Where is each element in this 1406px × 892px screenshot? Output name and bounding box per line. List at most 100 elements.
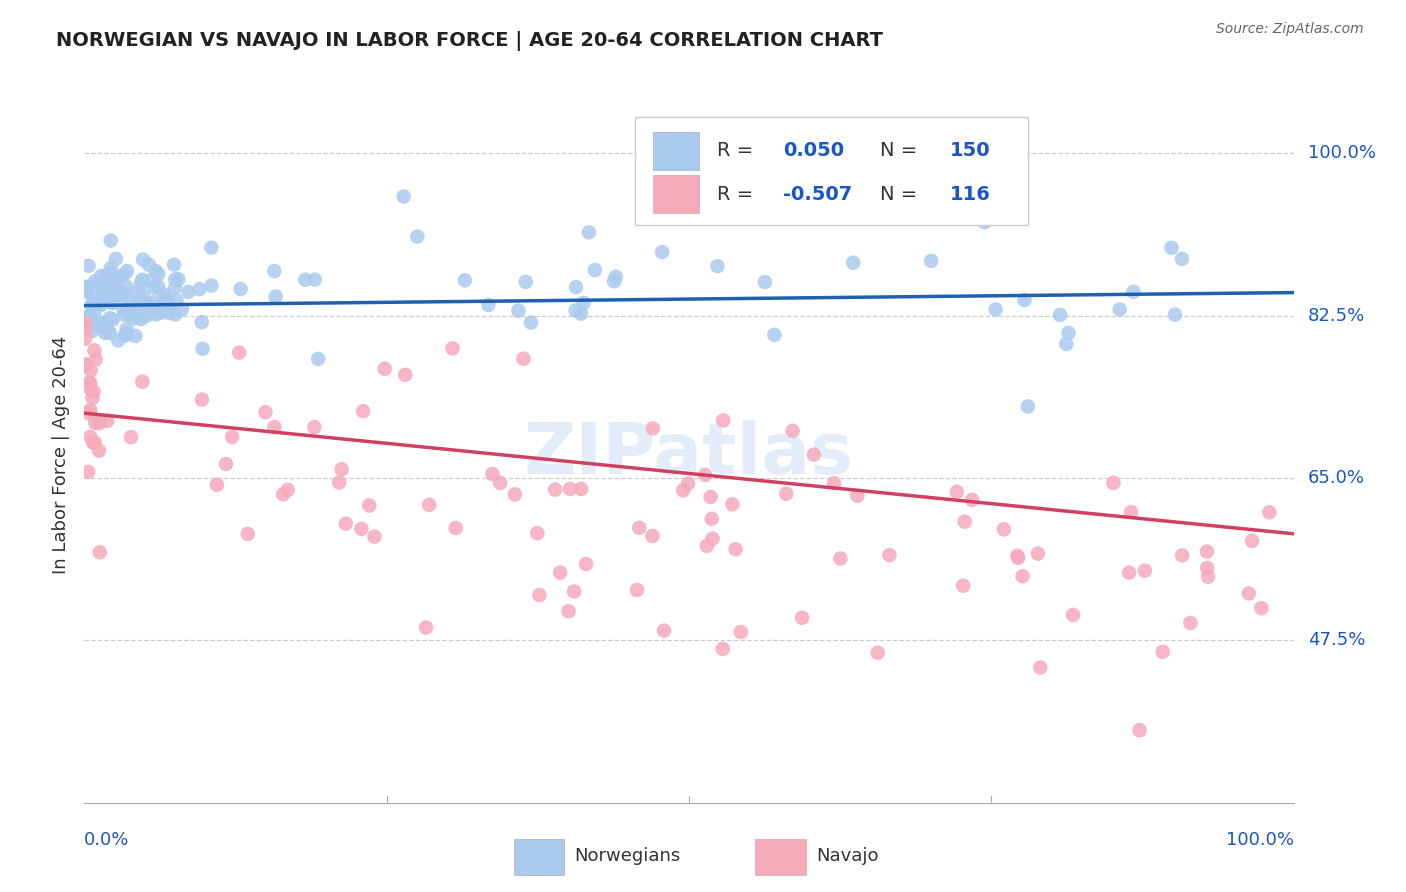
Point <box>1160 241 1182 255</box>
Point <box>271 487 294 501</box>
Point <box>112 268 135 282</box>
Point <box>118 300 141 314</box>
Point <box>103 285 125 300</box>
Point <box>143 280 166 294</box>
Point <box>706 259 728 273</box>
Point <box>87 287 110 301</box>
Point <box>120 430 142 444</box>
Point <box>415 620 437 634</box>
Point <box>1122 285 1144 299</box>
Point <box>583 263 606 277</box>
Point <box>973 215 995 229</box>
Point <box>1119 505 1142 519</box>
Point <box>1118 566 1140 580</box>
Point <box>117 307 139 321</box>
Point <box>132 288 155 302</box>
Point <box>91 290 114 304</box>
Point <box>952 579 974 593</box>
Point <box>138 258 160 272</box>
Point <box>115 279 138 293</box>
Point <box>1057 326 1080 340</box>
Point <box>101 296 124 310</box>
Point <box>96 288 118 302</box>
Point <box>1026 547 1049 561</box>
Point <box>263 420 285 434</box>
Point <box>1102 475 1125 490</box>
Point <box>152 287 174 301</box>
Point <box>569 307 592 321</box>
Point <box>90 269 112 284</box>
Point <box>641 421 664 435</box>
Point <box>628 521 651 535</box>
Point <box>112 303 135 318</box>
Point <box>150 297 173 311</box>
Point <box>90 298 112 312</box>
Point <box>953 515 976 529</box>
Point <box>177 285 200 299</box>
Point <box>1049 308 1071 322</box>
Point <box>157 300 180 314</box>
Point <box>946 484 969 499</box>
Point <box>1241 533 1264 548</box>
Point <box>363 530 385 544</box>
Point <box>263 264 285 278</box>
Point <box>444 521 467 535</box>
Text: 150: 150 <box>950 141 991 161</box>
Point <box>1152 645 1174 659</box>
Point <box>277 483 299 497</box>
Point <box>605 269 627 284</box>
Point <box>77 259 100 273</box>
Point <box>1195 544 1218 558</box>
Text: 65.0%: 65.0% <box>1308 469 1365 487</box>
Point <box>115 288 138 302</box>
Point <box>80 299 103 313</box>
Point <box>562 584 585 599</box>
Point <box>105 283 128 297</box>
Point <box>228 345 250 359</box>
Point <box>328 475 350 490</box>
Text: 47.5%: 47.5% <box>1308 632 1365 649</box>
Point <box>76 280 98 294</box>
Point <box>508 303 530 318</box>
Point <box>1029 660 1052 674</box>
Point <box>129 277 152 291</box>
Point <box>165 307 187 321</box>
Point <box>83 435 105 450</box>
Point <box>122 311 145 326</box>
Point <box>90 319 112 334</box>
Text: 0.0%: 0.0% <box>84 830 129 848</box>
Text: ZIPatlas: ZIPatlas <box>524 420 853 490</box>
Point <box>131 375 153 389</box>
Point <box>103 277 125 292</box>
Point <box>578 226 600 240</box>
Point <box>359 499 381 513</box>
Point <box>79 403 101 417</box>
Point <box>548 566 571 580</box>
Point <box>89 545 111 559</box>
Point <box>350 522 373 536</box>
Text: -0.507: -0.507 <box>783 185 852 203</box>
Point <box>101 312 124 326</box>
Point <box>127 297 149 311</box>
Point <box>763 327 786 342</box>
Point <box>79 308 101 322</box>
Point <box>724 542 747 557</box>
Point <box>89 414 111 428</box>
Point <box>188 282 211 296</box>
Text: NORWEGIAN VS NAVAJO IN LABOR FORCE | AGE 20-64 CORRELATION CHART: NORWEGIAN VS NAVAJO IN LABOR FORCE | AGE… <box>56 31 883 51</box>
Point <box>107 334 129 348</box>
Point <box>75 358 97 372</box>
Point <box>526 526 548 541</box>
Point <box>418 498 440 512</box>
Point <box>205 478 228 492</box>
Point <box>304 272 326 286</box>
Point <box>441 342 464 356</box>
Point <box>142 295 165 310</box>
Point <box>115 264 138 278</box>
Point <box>167 272 190 286</box>
Point <box>406 229 429 244</box>
Point <box>565 280 588 294</box>
Point <box>77 465 100 479</box>
Point <box>558 482 581 496</box>
Point <box>75 323 97 337</box>
